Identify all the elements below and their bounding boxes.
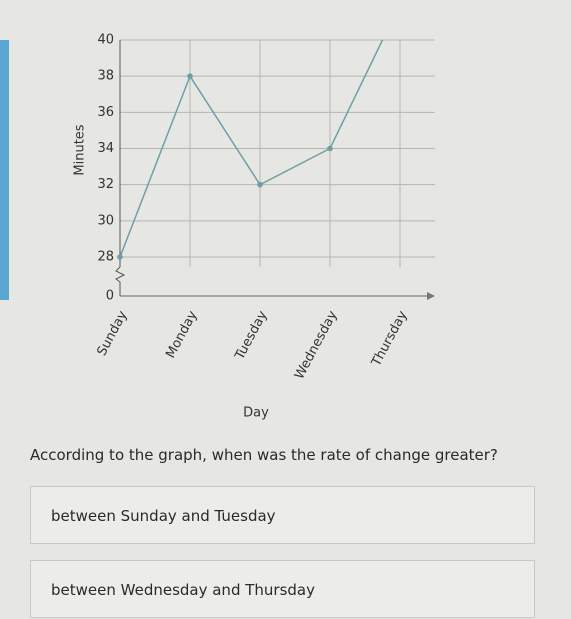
data-point	[117, 254, 123, 260]
axis-break	[115, 266, 126, 296]
x-tick-label: Wednesday	[292, 308, 341, 382]
y-tick-label: 36	[97, 105, 114, 120]
data-point	[397, 1, 403, 7]
x-tick-label: Tuesday	[232, 308, 271, 363]
data-point	[187, 73, 193, 79]
x-axis-label: Day	[243, 406, 269, 421]
y-tick-label: 0	[106, 289, 114, 304]
y-tick-label: 38	[97, 69, 114, 84]
x-tick-label: Thursday	[369, 308, 411, 370]
question: According to the graph, when was the rat…	[30, 446, 498, 464]
y-axis-label: Minutes	[73, 124, 88, 175]
y-tick-label: 34	[97, 141, 114, 156]
option[interactable]: between Sunday and Tuesday	[30, 486, 535, 544]
option[interactable]: between Wednesday and Thursday	[30, 560, 535, 618]
plot	[117, 1, 403, 260]
y-tick-label: 28	[97, 250, 114, 265]
x-tick-label: Sunday	[95, 308, 131, 358]
y-tick-label: 40	[97, 33, 114, 48]
y-tick-label: 30	[97, 213, 114, 228]
x-axis-arrow	[427, 292, 435, 300]
x-tick-label: Monday	[163, 308, 200, 361]
data-point	[257, 181, 263, 188]
side-bar	[0, 40, 9, 300]
data-point	[327, 145, 333, 152]
chart: Minutes Day 0 28 30 32 34 36 38 40 Sunday Monday T…	[0, 1, 435, 421]
y-tick-label: 32	[97, 177, 114, 192]
